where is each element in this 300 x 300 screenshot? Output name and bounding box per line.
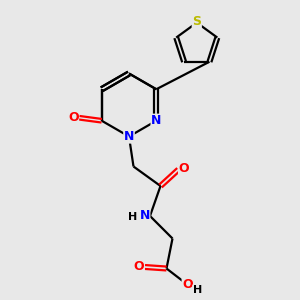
Text: O: O <box>68 111 79 124</box>
Text: O: O <box>134 260 144 274</box>
Text: N: N <box>140 209 150 222</box>
Text: N: N <box>151 114 161 127</box>
Text: O: O <box>178 161 189 175</box>
Text: H: H <box>128 212 137 223</box>
Text: N: N <box>124 130 134 143</box>
Text: S: S <box>192 15 201 28</box>
Text: H: H <box>193 285 202 295</box>
Text: O: O <box>182 278 193 292</box>
